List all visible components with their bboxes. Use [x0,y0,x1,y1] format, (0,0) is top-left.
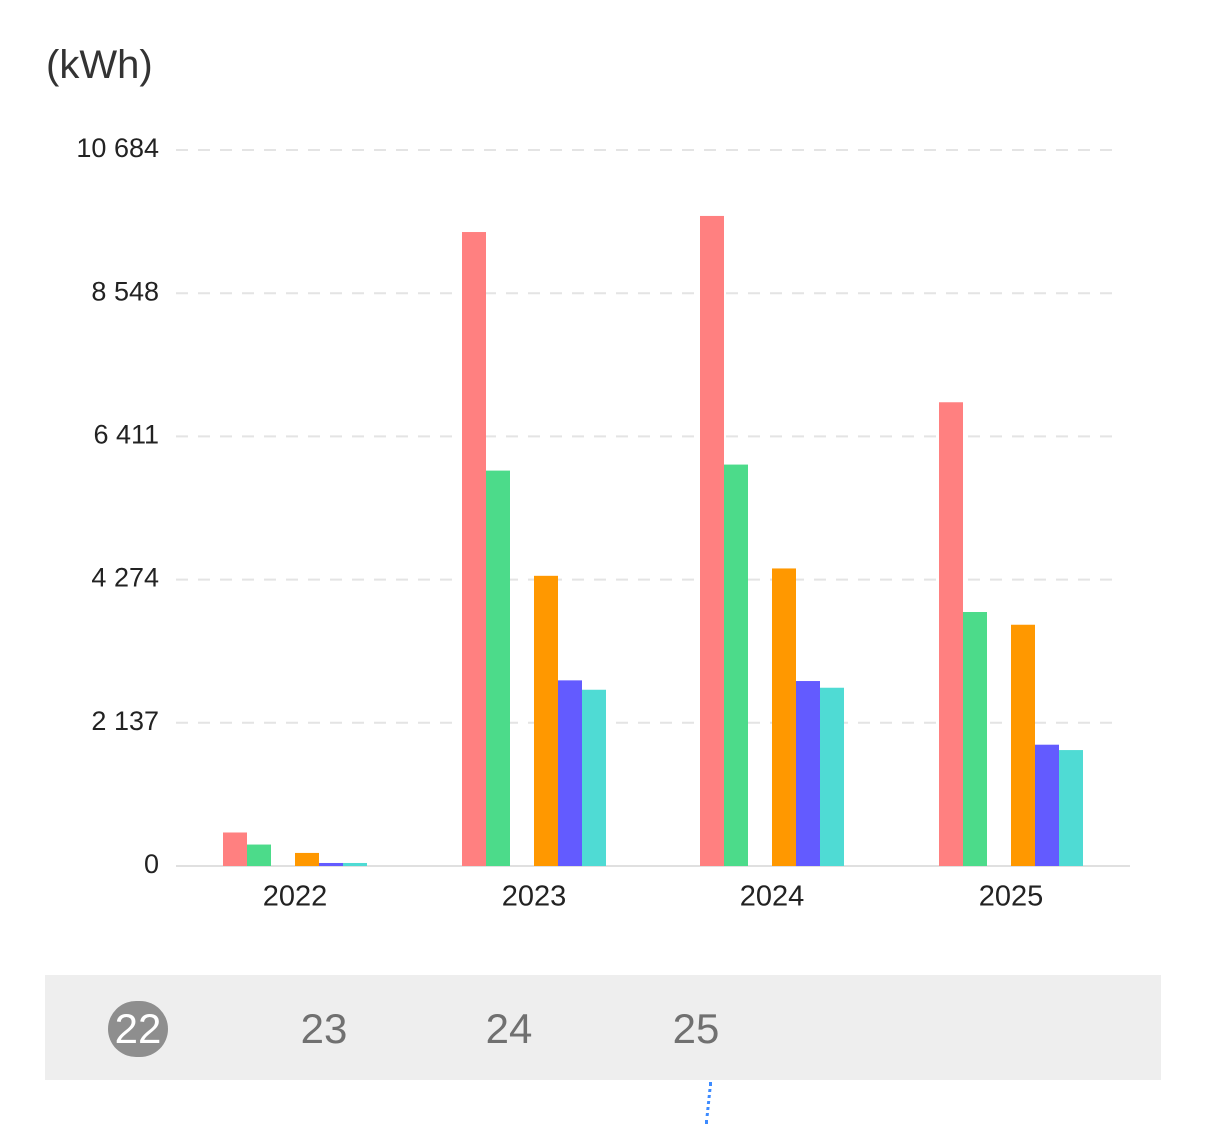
bar-2025-series-1 [939,402,963,866]
bar-2023-series-5 [582,689,606,866]
scroll-indicator [704,1082,719,1124]
year-option-23[interactable]: 23 [300,1005,348,1052]
bars [223,215,1083,866]
bar-2024-series-5 [820,687,844,866]
bar-2025-series-3 [1011,624,1035,866]
y-tick-label: 8 548 [91,276,159,306]
unit-label: (kWh) [46,43,153,87]
bar-2023-series-3 [534,575,558,866]
bar-2022-series-4 [319,862,343,866]
bar-2024-series-3 [772,568,796,866]
bar-2023-series-4 [558,680,582,866]
year-option-24[interactable]: 24 [485,1005,533,1052]
bar-2024-series-1 [700,215,724,866]
bar-2022-series-3 [295,852,319,866]
x-tick-label: 2022 [263,881,328,913]
y-tick-label: 6 411 [93,420,159,450]
bar-2022-series-5 [343,862,367,866]
bar-2025-series-5 [1059,750,1083,866]
bar-2022-series-2 [247,844,271,866]
year-selector: 22 23 24 25 [45,975,1161,1080]
bar-2022-series-1 [223,832,247,866]
y-axis-ticks: 10 684 8 548 6 411 4 274 2 137 0 [76,133,159,879]
y-tick-label: 0 [144,849,159,879]
y-tick-label: 4 274 [91,563,159,593]
bar-2025-series-2 [963,612,987,866]
bar-2023-series-1 [462,232,486,866]
x-tick-label: 2024 [740,881,805,913]
x-axis-ticks: 2022 2023 2024 2025 [263,881,1044,913]
y-tick-label: 2 137 [91,706,159,736]
x-tick-label: 2025 [979,881,1044,913]
x-tick-label: 2023 [502,881,567,913]
year-option-25[interactable]: 25 [672,1005,720,1052]
bar-2023-series-2 [486,470,510,866]
bar-2024-series-4 [796,681,820,866]
bar-2024-series-2 [724,464,748,866]
bar-2025-series-4 [1035,744,1059,866]
y-tick-label: 10 684 [76,133,159,163]
year-option-22[interactable]: 22 [108,1001,168,1057]
